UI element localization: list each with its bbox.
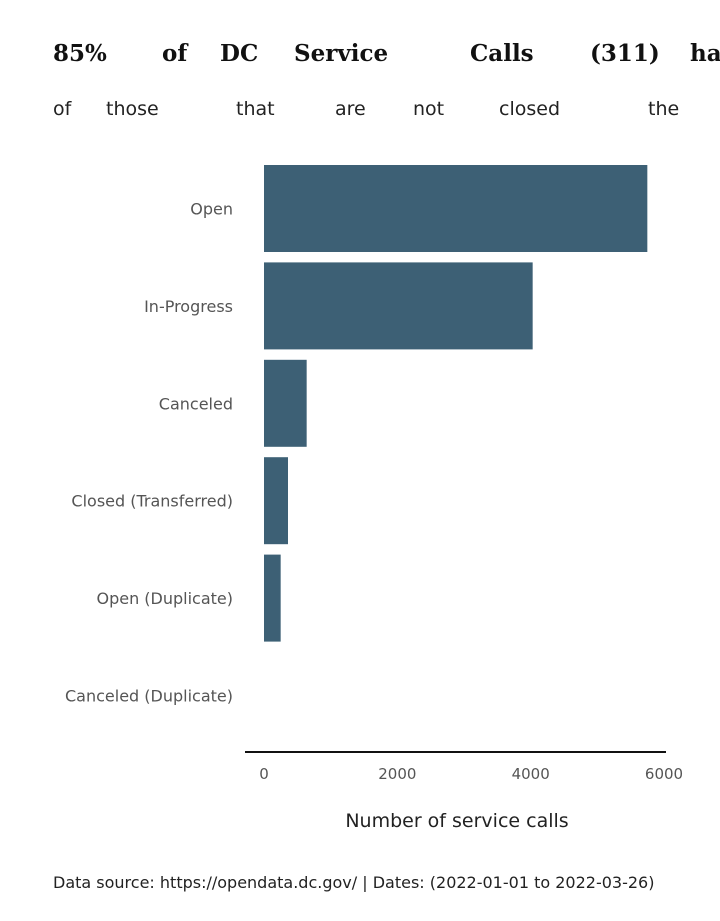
- x-tick-label: 0: [259, 765, 269, 783]
- title-word: 85%: [53, 40, 107, 67]
- title-word: of: [162, 40, 189, 67]
- bar-open: [264, 165, 648, 252]
- subtitle-word: are: [335, 98, 366, 120]
- category-label: Closed (Transferred): [71, 492, 233, 511]
- subtitle-word: the: [648, 98, 679, 120]
- title-word: (311): [590, 40, 660, 67]
- subtitle-word: those: [106, 98, 159, 120]
- x-tick-label: 6000: [645, 765, 683, 783]
- bar-open-duplicate: [264, 554, 281, 642]
- subtitle-word: of: [53, 98, 73, 120]
- bars: [264, 165, 648, 642]
- category-labels: Open In-Progress Canceled Closed (Transferr…: [65, 200, 233, 706]
- data-source-caption: Data source: https://opendata.dc.gov/ | …: [53, 873, 654, 892]
- subtitle-word: not: [413, 98, 444, 120]
- title-word: ha: [690, 40, 720, 67]
- category-label: Open (Duplicate): [96, 589, 233, 608]
- x-tick-label: 2000: [378, 765, 416, 783]
- category-label: Canceled: [159, 394, 233, 413]
- chart-subtitle: of those that are not closed the: [53, 98, 679, 120]
- chart-title: 85% of DC Service Calls (311) ha: [53, 40, 720, 67]
- x-axis-ticks: 0 2000 4000 6000: [259, 765, 683, 783]
- bar-closed-transferred: [264, 457, 288, 545]
- x-axis-title: Number of service calls: [345, 810, 568, 832]
- category-label: Canceled (Duplicate): [65, 687, 233, 706]
- bar-in-progress: [264, 262, 533, 350]
- subtitle-word: that: [236, 98, 275, 120]
- category-label: In-Progress: [144, 297, 233, 316]
- category-label: Open: [190, 200, 233, 219]
- bar-canceled: [264, 359, 307, 447]
- title-word: Calls: [470, 40, 534, 67]
- title-word: DC: [220, 40, 258, 67]
- title-word: Service: [294, 40, 388, 67]
- subtitle-word: closed: [499, 98, 560, 120]
- x-tick-label: 4000: [512, 765, 550, 783]
